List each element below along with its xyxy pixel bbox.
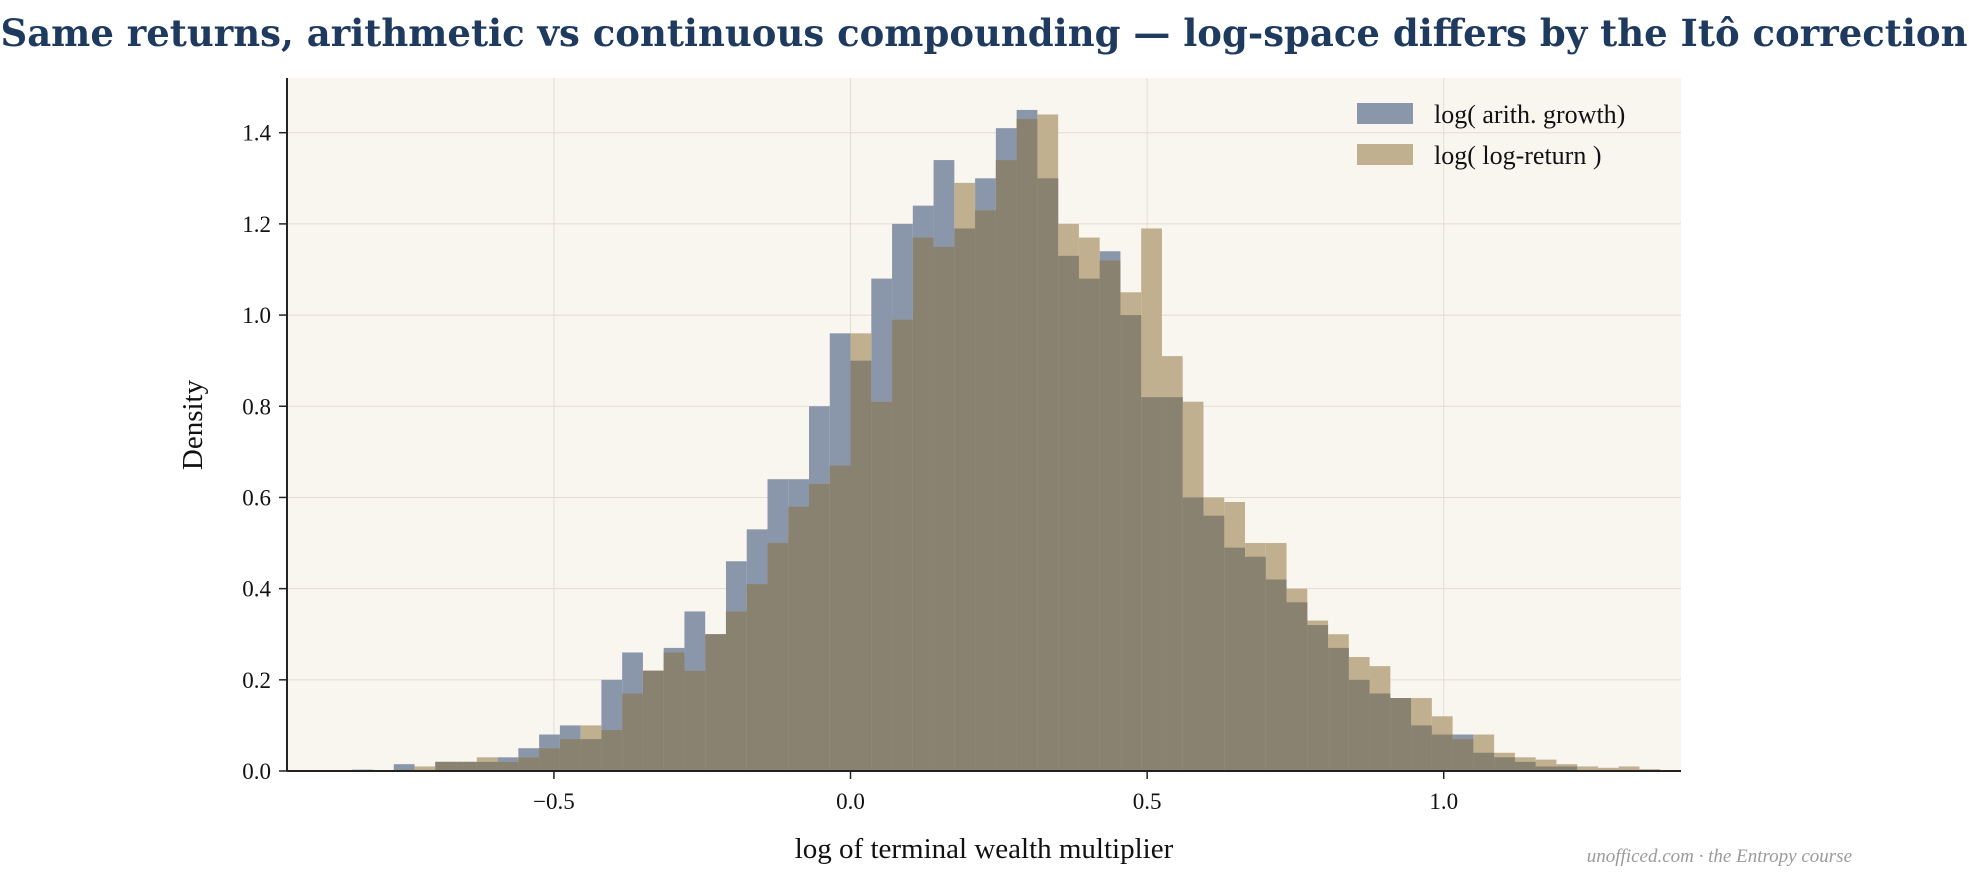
- bar-overlap: [559, 739, 581, 771]
- bar-overlap: [1348, 679, 1370, 771]
- bar-arith-growth: [393, 764, 415, 771]
- bar-overlap: [1473, 752, 1495, 771]
- bar-overlap: [809, 483, 830, 771]
- y-axis-label: Density: [177, 379, 209, 470]
- bar-overlap: [663, 652, 685, 771]
- bar-overlap: [829, 465, 851, 771]
- bar-overlap: [788, 506, 810, 771]
- bar-overlap: [1182, 497, 1204, 771]
- bar-overlap: [622, 693, 643, 771]
- bar-overlap: [476, 761, 498, 771]
- bar-log-return: [1597, 767, 1619, 771]
- bar-overlap: [725, 611, 747, 771]
- x-tick-label: 0.5: [1133, 789, 1162, 814]
- x-tick-label: −0.5: [533, 789, 575, 814]
- bar-overlap: [1390, 698, 1412, 771]
- bar-log-return: [1618, 766, 1640, 771]
- bar-overlap: [1265, 579, 1287, 771]
- x-axis-ticks: −0.5 0.0 0.5 1.0: [533, 771, 1458, 814]
- y-tick-label: 0.8: [242, 394, 271, 419]
- bar-overlap: [1245, 556, 1266, 771]
- legend: log( arith. growth) log( log-return ): [1357, 100, 1625, 170]
- chart-title: Same returns, arithmetic vs continuous c…: [0, 11, 1967, 55]
- bar-overlap: [1535, 766, 1557, 771]
- bar-overlap: [456, 761, 477, 771]
- legend-label-log-return: log( log-return ): [1434, 141, 1602, 170]
- bar-overlap: [1078, 278, 1100, 771]
- bar-overlap: [975, 210, 996, 771]
- bar-overlap: [1369, 693, 1391, 771]
- y-tick-label: 0.6: [242, 485, 271, 510]
- x-tick-label: 0.0: [836, 789, 865, 814]
- bar-overlap: [871, 401, 893, 771]
- bar-overlap: [1099, 260, 1121, 771]
- bar-overlap: [1058, 255, 1079, 771]
- bar-overlap: [995, 160, 1017, 771]
- bar-overlap: [1494, 757, 1515, 771]
- bar-overlap: [1556, 766, 1578, 771]
- bar-overlap: [1016, 119, 1038, 771]
- bar-overlap: [850, 360, 872, 771]
- bar-overlap: [1286, 602, 1308, 771]
- x-axis-label: log of terminal wealth multiplier: [795, 833, 1174, 865]
- bar-overlap: [767, 543, 789, 771]
- bar-overlap: [1037, 178, 1059, 772]
- bar-overlap: [892, 319, 913, 771]
- bar-overlap: [435, 761, 457, 771]
- bar-overlap: [954, 228, 976, 771]
- overlap-bars: [393, 119, 1578, 772]
- bar-overlap: [1514, 761, 1536, 771]
- legend-swatch-arith-growth: [1357, 103, 1413, 124]
- bar-overlap: [1452, 739, 1474, 771]
- bar-overlap: [1411, 725, 1432, 771]
- legend-label-arith-growth: log( arith. growth): [1434, 100, 1625, 129]
- bar-overlap: [1203, 515, 1225, 771]
- bar-overlap: [912, 237, 934, 771]
- bar-log-return: [1577, 766, 1598, 771]
- y-tick-label: 0.4: [242, 577, 271, 602]
- bar-overlap: [1120, 315, 1142, 771]
- bar-overlap: [684, 670, 706, 771]
- bar-overlap: [1328, 647, 1349, 771]
- y-tick-label: 1.4: [242, 121, 271, 146]
- y-tick-label: 1.0: [242, 303, 271, 328]
- bar-overlap: [746, 584, 768, 771]
- bar-overlap: [580, 739, 602, 771]
- bar-overlap: [642, 670, 664, 771]
- bar-overlap: [705, 634, 726, 771]
- bar-overlap: [539, 748, 560, 771]
- bar-log-return: [1535, 759, 1557, 771]
- x-tick-label: 1.0: [1429, 789, 1458, 814]
- y-axis-ticks: 0.0 0.2 0.4 0.6 0.8 1.0 1.2 1.4: [242, 121, 287, 784]
- footer-credit: unofficed.com · the Entropy course: [1587, 846, 1852, 867]
- y-tick-label: 0.0: [242, 759, 271, 784]
- bar-overlap: [1431, 734, 1453, 771]
- bar-overlap: [933, 246, 955, 771]
- y-tick-label: 1.2: [242, 212, 271, 237]
- bar-overlap: [1307, 625, 1329, 771]
- bar-overlap: [601, 729, 623, 771]
- legend-swatch-log-return: [1357, 144, 1413, 165]
- bar-overlap: [1224, 547, 1246, 771]
- y-tick-label: 0.2: [242, 668, 271, 693]
- bar-log-return: [414, 766, 436, 771]
- bar-overlap: [1161, 397, 1183, 771]
- bar-overlap: [1141, 397, 1162, 771]
- bar-overlap: [518, 757, 540, 771]
- bar-overlap: [497, 761, 519, 771]
